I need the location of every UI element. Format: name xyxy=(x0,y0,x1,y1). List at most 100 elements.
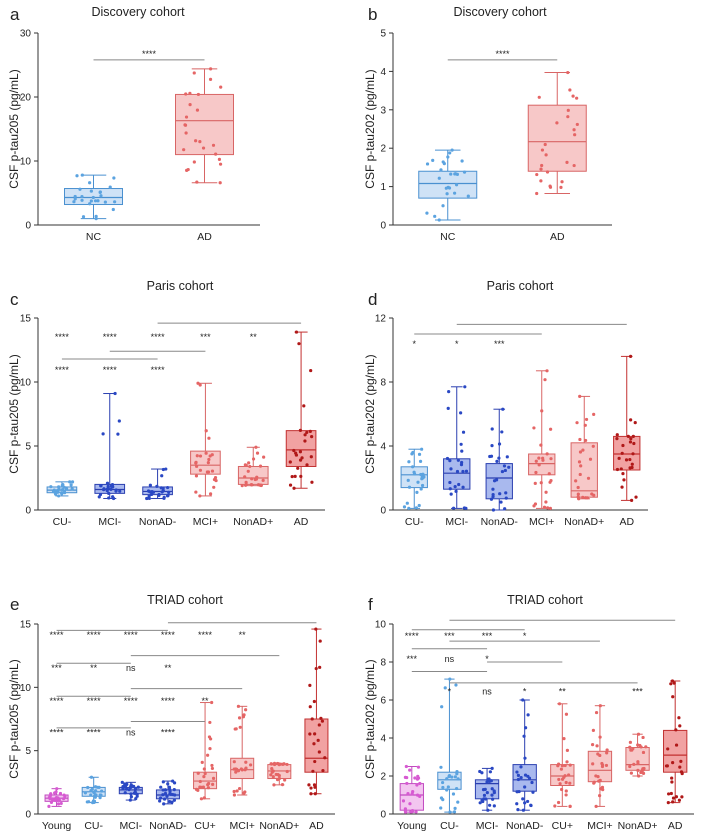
significance-label: *** xyxy=(482,631,493,641)
data-point xyxy=(537,463,541,467)
data-point xyxy=(107,496,111,500)
data-point xyxy=(186,167,190,172)
data-point xyxy=(562,737,566,741)
data-point xyxy=(560,764,565,768)
data-point xyxy=(636,743,640,747)
data-point xyxy=(415,783,419,787)
data-point xyxy=(631,452,635,456)
x-tick-label: AD xyxy=(668,820,683,832)
data-point xyxy=(575,96,579,100)
box-AD xyxy=(285,330,317,490)
data-point xyxy=(577,460,582,464)
data-point xyxy=(206,753,210,757)
data-point xyxy=(503,507,507,511)
data-point xyxy=(544,153,548,157)
data-point xyxy=(243,475,247,479)
data-point xyxy=(478,801,482,805)
box-iqr xyxy=(613,435,641,471)
data-point xyxy=(568,804,572,808)
significance-label: ** xyxy=(164,663,172,673)
data-point xyxy=(666,801,670,805)
data-point xyxy=(522,734,526,738)
data-point xyxy=(636,732,641,736)
y-tick-label: 0 xyxy=(25,221,31,232)
data-point xyxy=(214,152,218,156)
data-point xyxy=(49,800,54,805)
data-point xyxy=(310,480,314,484)
data-point xyxy=(64,487,69,491)
data-point xyxy=(167,490,171,494)
data-point xyxy=(578,450,583,454)
data-point xyxy=(248,464,252,469)
data-point xyxy=(407,506,411,510)
data-point xyxy=(537,95,541,99)
data-point xyxy=(485,791,489,795)
data-point xyxy=(211,143,216,147)
x-tick-label: MCI+ xyxy=(529,516,554,528)
data-point xyxy=(670,776,674,780)
data-point xyxy=(585,496,590,500)
y-tick-label: 10 xyxy=(20,378,32,389)
data-point xyxy=(641,771,646,776)
significance-label: **** xyxy=(151,365,166,375)
data-point xyxy=(208,492,213,496)
data-point xyxy=(300,456,304,460)
data-point xyxy=(584,438,588,443)
data-point xyxy=(568,763,572,767)
data-point xyxy=(271,775,275,779)
data-point xyxy=(317,723,321,727)
data-point xyxy=(576,485,580,490)
box-NC xyxy=(418,148,478,222)
data-point xyxy=(448,810,452,814)
data-point xyxy=(455,469,460,474)
data-point xyxy=(80,198,84,202)
data-point xyxy=(594,710,599,715)
data-point xyxy=(591,728,595,732)
data-point xyxy=(270,767,274,771)
data-point xyxy=(547,472,551,476)
significance-label: * xyxy=(523,686,527,696)
data-point xyxy=(641,735,645,740)
data-point xyxy=(451,506,456,510)
data-point xyxy=(431,158,435,163)
data-point xyxy=(575,122,579,127)
data-point xyxy=(497,456,501,460)
data-point xyxy=(210,700,214,705)
data-point xyxy=(490,787,494,791)
y-tick-label: 1 xyxy=(380,182,386,193)
data-point xyxy=(566,108,570,112)
y-tick-label: 5 xyxy=(25,746,31,757)
data-point xyxy=(446,785,450,789)
data-point xyxy=(75,174,79,178)
data-point xyxy=(490,444,494,448)
data-point xyxy=(440,705,444,709)
data-point xyxy=(557,762,561,766)
data-point xyxy=(88,181,92,185)
data-point xyxy=(308,732,312,736)
x-tick-label: NC xyxy=(440,231,456,243)
significance-label: *** xyxy=(632,686,643,696)
data-point xyxy=(114,488,118,492)
data-point xyxy=(420,483,425,488)
data-point xyxy=(47,804,51,809)
y-tick-label: 8 xyxy=(380,378,386,389)
data-point xyxy=(448,677,452,681)
y-tick-label: 12 xyxy=(375,314,387,325)
data-point xyxy=(59,801,63,806)
data-point xyxy=(414,810,418,814)
data-point xyxy=(448,458,452,463)
data-point xyxy=(449,492,453,496)
data-point xyxy=(672,681,676,685)
data-point xyxy=(447,390,451,394)
significance-label: **** xyxy=(161,630,176,640)
box-MCI- xyxy=(94,391,126,501)
data-point xyxy=(246,469,250,473)
data-point xyxy=(624,458,629,462)
data-point xyxy=(620,451,624,455)
y-axis-label: CSF p-tau205 (pg/mL) xyxy=(7,354,21,473)
data-point xyxy=(269,762,274,766)
data-point xyxy=(244,760,248,764)
data-point xyxy=(161,793,165,797)
box-NonAD- xyxy=(512,698,537,812)
data-point xyxy=(188,103,192,107)
